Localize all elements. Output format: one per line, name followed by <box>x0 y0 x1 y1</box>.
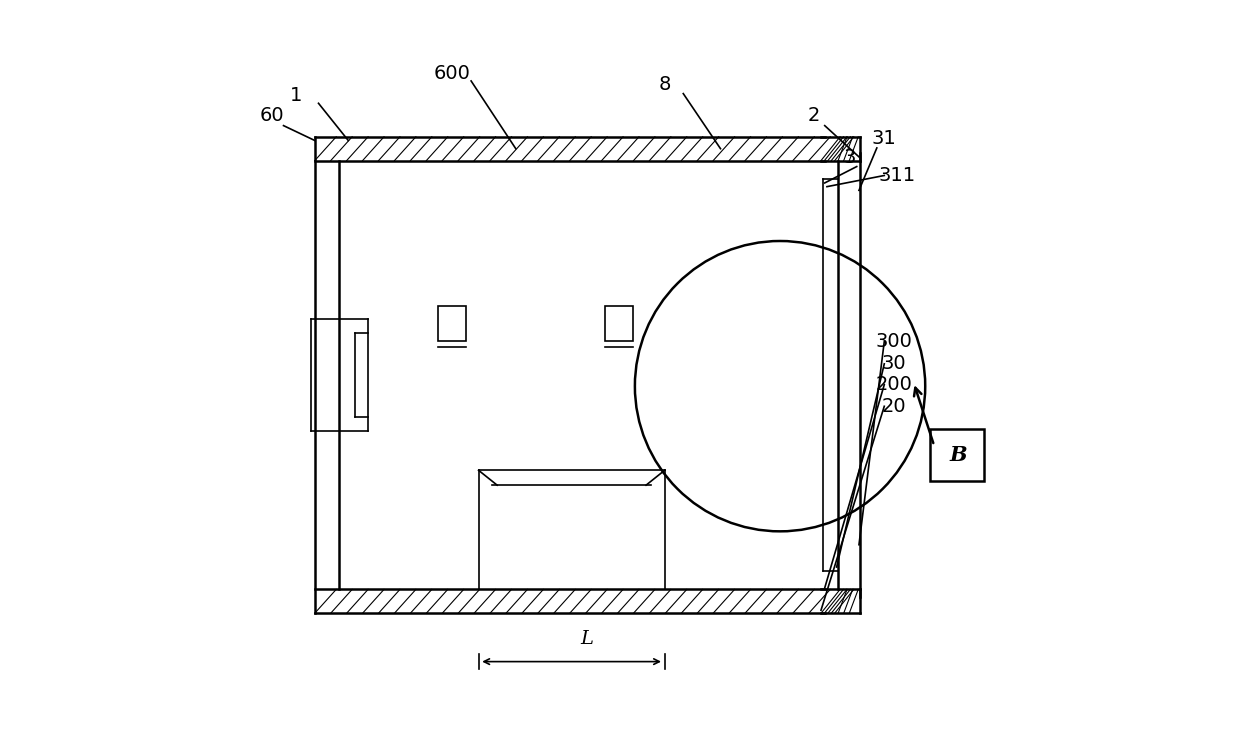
Text: 60: 60 <box>259 106 284 125</box>
Text: 300: 300 <box>875 332 913 351</box>
Text: B: B <box>950 446 967 466</box>
Text: 1: 1 <box>290 86 303 105</box>
Text: 30: 30 <box>882 354 906 374</box>
Text: 2: 2 <box>807 106 820 125</box>
Bar <box>438 306 466 341</box>
Text: 200: 200 <box>875 375 913 394</box>
Text: 600: 600 <box>434 64 471 83</box>
Text: 311: 311 <box>878 166 915 185</box>
Bar <box>605 306 634 341</box>
Text: 20: 20 <box>882 397 906 416</box>
Text: L: L <box>580 630 593 648</box>
Text: 31: 31 <box>872 129 897 148</box>
Text: 8: 8 <box>658 75 671 94</box>
Text: 3: 3 <box>843 148 856 167</box>
